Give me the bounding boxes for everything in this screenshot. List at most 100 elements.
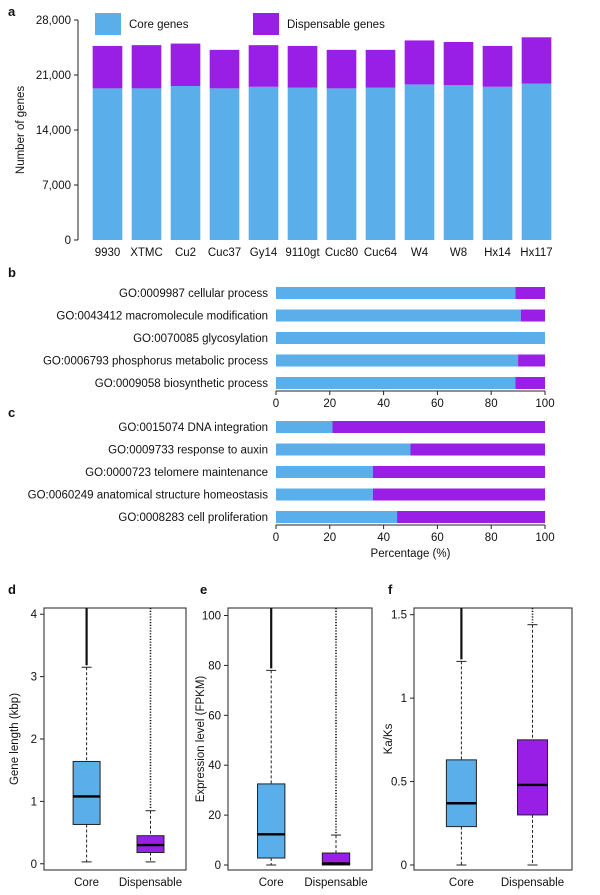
- bar-core: [521, 83, 552, 241]
- bar-core: [276, 488, 373, 501]
- x-tick-label: 0: [273, 532, 279, 544]
- bar-core: [276, 354, 519, 367]
- bar-dispensable: [131, 45, 162, 89]
- bar-dispensable: [521, 37, 552, 84]
- panel-label-a: a: [8, 4, 16, 19]
- x-tick-label: 0: [273, 398, 279, 410]
- x-tick-label: 100: [535, 398, 554, 410]
- x-tick-label: 80: [485, 532, 498, 544]
- x-tick-label: Cuc64: [364, 247, 398, 259]
- bar-core: [365, 87, 396, 240]
- y-tick-label: 0: [401, 860, 407, 872]
- panel-label-f: f: [388, 582, 393, 597]
- panel-label-e: e: [200, 582, 207, 597]
- y-tick-label: 40: [208, 760, 221, 772]
- go-bar-chart-c: GO:0015074 DNA integration GO:0009733 res…: [28, 421, 555, 560]
- bar-core: [276, 421, 333, 433]
- bar-core: [248, 86, 279, 241]
- y-axis-title: Expression level (FPKM): [195, 676, 207, 803]
- x-tick-label: 100: [535, 532, 554, 544]
- bar-dispensable: [397, 511, 545, 523]
- go-term-label: GO:0009058 biosynthetic process: [95, 378, 268, 390]
- bar-dispensable: [170, 43, 201, 86]
- y-axis-title: Ka/Ks: [383, 723, 395, 754]
- box-core: [72, 760, 101, 825]
- x-tick-label: W8: [450, 247, 467, 259]
- legend-label-core: Core genes: [129, 19, 189, 31]
- x-tick-label: Cu2: [175, 247, 196, 259]
- bar-core: [92, 88, 123, 240]
- bar-core: [276, 511, 398, 523]
- bar-core: [276, 377, 516, 389]
- go-bar-chart-b: GO:0009987 cellular process GO:0043412 ma…: [43, 287, 555, 410]
- boxplot-expression: 0 20 40 60 80 100 Expression level (FPKM) Core D…: [195, 607, 373, 889]
- y-tick-label: 0: [65, 235, 71, 247]
- y-axis-title: Number of genes: [15, 86, 27, 174]
- bar-core: [131, 88, 162, 240]
- x-axis-title: Percentage (%): [371, 548, 451, 560]
- y-tick-label: 100: [202, 610, 221, 622]
- bar-core: [326, 88, 357, 240]
- y-tick-label: 0.5: [391, 777, 407, 789]
- go-term-label: GO:0070085 glycosylation: [133, 333, 268, 345]
- bar-core: [482, 86, 513, 241]
- bar-core: [443, 85, 474, 240]
- x-tick-label: Gy14: [250, 247, 278, 259]
- x-tick-label: 20: [323, 532, 336, 544]
- y-tick-label: 21,000: [36, 70, 71, 82]
- go-term-label: GO:0009733 response to auxin: [108, 445, 268, 457]
- box-dispensable: [516, 739, 549, 816]
- bar-core: [276, 332, 545, 344]
- x-tick-label: 20: [323, 398, 336, 410]
- plot-frame: [43, 607, 187, 871]
- x-tick-label: 40: [377, 532, 390, 544]
- bar-dispensable: [443, 42, 474, 86]
- bar-core: [276, 466, 373, 478]
- boxplot-gene-length: 0 1 2 3 4 Gene length (kbp) Core Dispensable: [9, 607, 187, 889]
- y-tick-label: 3: [31, 672, 37, 684]
- bar-dispensable: [248, 45, 279, 87]
- x-tick-label: Dispensable: [304, 877, 367, 889]
- x-tick-label: Core: [259, 877, 284, 889]
- bar-core: [170, 86, 201, 240]
- box-core: [445, 759, 477, 828]
- x-tick-label: Hx14: [484, 247, 511, 259]
- x-tick-label: Dispensable: [119, 877, 182, 889]
- x-tick-label: 60: [431, 398, 444, 410]
- x-tick-label: Dispensable: [501, 877, 564, 889]
- y-tick-label: 60: [208, 710, 221, 722]
- x-tick-label: Core: [74, 877, 99, 889]
- bar-dispensable: [365, 49, 396, 88]
- bar-core: [276, 287, 516, 299]
- go-term-label: GO:0015074 DNA integration: [118, 422, 268, 434]
- x-tick-label: 80: [485, 398, 498, 410]
- go-term-label: GO:0009987 cellular process: [119, 288, 268, 300]
- x-tick-label: 9930: [95, 247, 121, 259]
- y-tick-label: 7,000: [42, 180, 71, 192]
- bar-dispensable: [92, 45, 123, 89]
- legend-swatch-dispensable: [253, 13, 279, 35]
- y-tick-label: 14,000: [36, 125, 71, 137]
- bar-dispensable: [515, 287, 545, 299]
- x-tick-label: Hx117: [520, 247, 552, 259]
- stacked-bar-chart-genes: 0 7,000 14,000 21,000 28,000 Number of genes 9…: [15, 13, 553, 259]
- bar-dispensable: [326, 49, 357, 89]
- go-term-label: GO:0060249 anatomical structure homeosta…: [28, 490, 269, 502]
- bar-dispensable: [515, 377, 545, 389]
- go-term-label: GO:0043412 macromolecule modification: [56, 311, 268, 323]
- y-tick-label: 4: [31, 609, 38, 621]
- x-tick-label: 60: [431, 532, 444, 544]
- bar-dispensable: [410, 443, 545, 456]
- legend-label-dispensable: Dispensable genes: [287, 19, 385, 31]
- bar-core: [209, 88, 240, 240]
- y-tick-label: 0: [31, 859, 37, 871]
- x-tick-label: 40: [377, 398, 390, 410]
- y-axis-title: Gene length (kbp): [9, 693, 21, 785]
- plot-frame: [227, 607, 373, 871]
- box-dispensable: [321, 852, 351, 866]
- y-tick-label: 1: [401, 693, 407, 705]
- y-tick-label: 2: [31, 734, 37, 746]
- y-tick-label: 1: [31, 796, 37, 808]
- x-tick-label: Core: [449, 877, 474, 889]
